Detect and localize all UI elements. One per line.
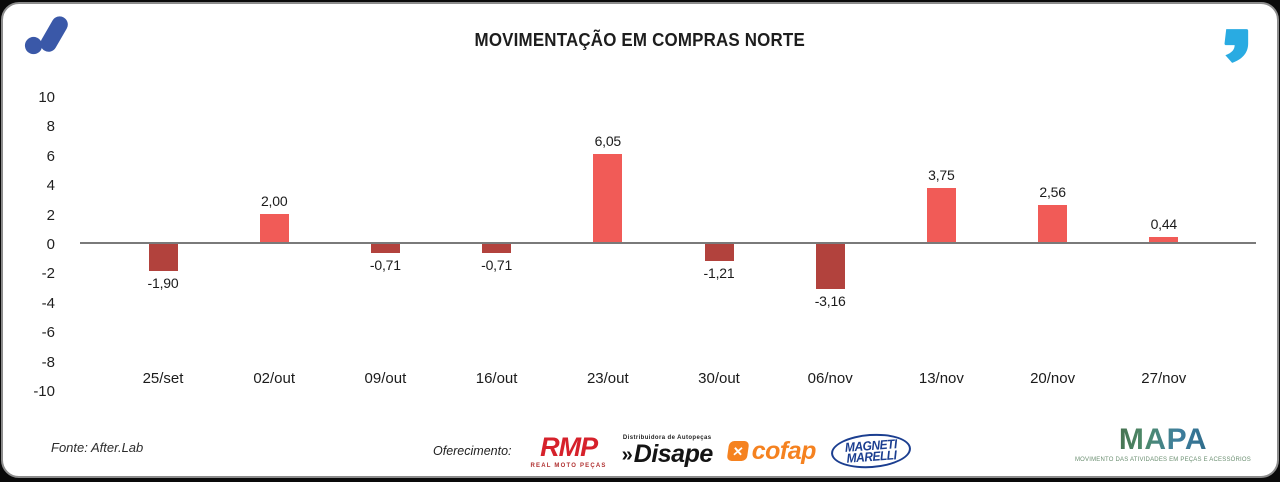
value-label: 2,00 — [260, 192, 288, 209]
y-tick-label: 4 — [46, 177, 55, 195]
x-tick-label: 16/out — [475, 370, 518, 387]
sponsors-row: Oferecimento: RMP REAL MOTO PEÇAS Distri… — [433, 428, 913, 474]
x-tick-label: 30/out — [698, 370, 740, 387]
rmp-subtext: REAL MOTO PEÇAS — [530, 462, 607, 469]
bar — [926, 187, 956, 243]
value-label: -1,21 — [703, 264, 735, 281]
bar — [1038, 205, 1068, 243]
disape-logo: Distribuidora de Autopeças » Disape — [621, 435, 714, 468]
quote-icon — [1222, 28, 1249, 64]
magneti-marelli-logo: MAGNETI MARELLI — [829, 431, 913, 471]
y-tick-label: -4 — [41, 294, 55, 312]
x-tick-label: 13/nov — [918, 370, 964, 387]
value-label: 0,44 — [1150, 215, 1178, 232]
x-tick-label: 06/nov — [807, 370, 853, 387]
y-tick-label: -6 — [41, 324, 55, 342]
bar — [259, 213, 289, 243]
cofap-wordmark: cofap — [751, 436, 817, 465]
zero-axis-line — [80, 242, 1256, 244]
sponsor-label: Oferecimento: — [433, 444, 512, 458]
x-tick-label: 27/nov — [1141, 370, 1187, 387]
quote-icon-glyph — [1224, 29, 1249, 63]
rmp-logo: RMP REAL MOTO PEÇAS — [530, 431, 607, 469]
magneti-line2: MARELLI — [846, 447, 897, 466]
bar — [1149, 236, 1179, 243]
x-tick-label: 25/set — [142, 370, 184, 387]
mapa-wordmark: MAPA — [1118, 423, 1208, 456]
value-label: -0,71 — [481, 257, 513, 274]
bar-chart: 10 8 6 4 2 0 -2 -4 -6 -8 -10 -1,90 25/set 2,00 02/out -… — [3, 4, 1277, 414]
bar — [148, 243, 178, 271]
disape-wordmark: » Disape — [621, 440, 714, 468]
x-tick-label: 20/nov — [1030, 370, 1076, 387]
y-tick-label: 8 — [46, 118, 55, 136]
y-tick-label: -8 — [41, 353, 55, 371]
y-tick-label: 2 — [46, 206, 55, 224]
x-tick-label: 23/out — [586, 370, 629, 387]
y-tick-label: 0 — [46, 236, 55, 253]
bar — [593, 154, 623, 243]
cofap-logo: ✕ cofap — [726, 436, 817, 465]
rmp-wordmark: RMP — [540, 431, 598, 462]
mapa-subtext: MOVIMENTO DAS ATIVIDADES EM PEÇAS E ACES… — [1074, 457, 1251, 463]
chart-title: MOVIMENTAÇÃO EM COMPRAS NORTE — [474, 30, 806, 50]
x-tick-label: 02/out — [253, 370, 296, 387]
value-label: 2,56 — [1039, 184, 1066, 201]
y-tick-label: 6 — [46, 147, 55, 165]
y-tick-label: 10 — [38, 89, 55, 106]
y-tick-label: -2 — [41, 265, 55, 283]
source-note: Fonte: After.Lab — [51, 440, 144, 455]
disape-chevrons-icon: » — [621, 443, 633, 466]
bar — [370, 243, 400, 254]
afterlab-logo-icon — [24, 16, 68, 55]
x-tick-label: 09/out — [364, 370, 407, 387]
cofap-x-icon: ✕ — [726, 441, 750, 461]
bar — [704, 243, 734, 261]
value-label: -3,16 — [814, 293, 846, 310]
bar — [815, 243, 845, 290]
disape-subtext: Distribuidora de Autopeças — [622, 435, 712, 441]
afterlab-logo — [23, 12, 69, 58]
value-label: -0,71 — [369, 257, 401, 274]
value-label: -1,90 — [147, 274, 179, 291]
bar — [482, 243, 512, 254]
y-tick-label: -10 — [33, 383, 55, 400]
mapa-logo: MAPA MOVIMENTO DAS ATIVIDADES EM PEÇAS E… — [1074, 423, 1251, 464]
value-label: 6,05 — [594, 133, 622, 150]
title-row: MOVIMENTAÇÃO EM COMPRAS NORTE — [3, 30, 1277, 51]
value-label: 3,75 — [928, 166, 955, 183]
